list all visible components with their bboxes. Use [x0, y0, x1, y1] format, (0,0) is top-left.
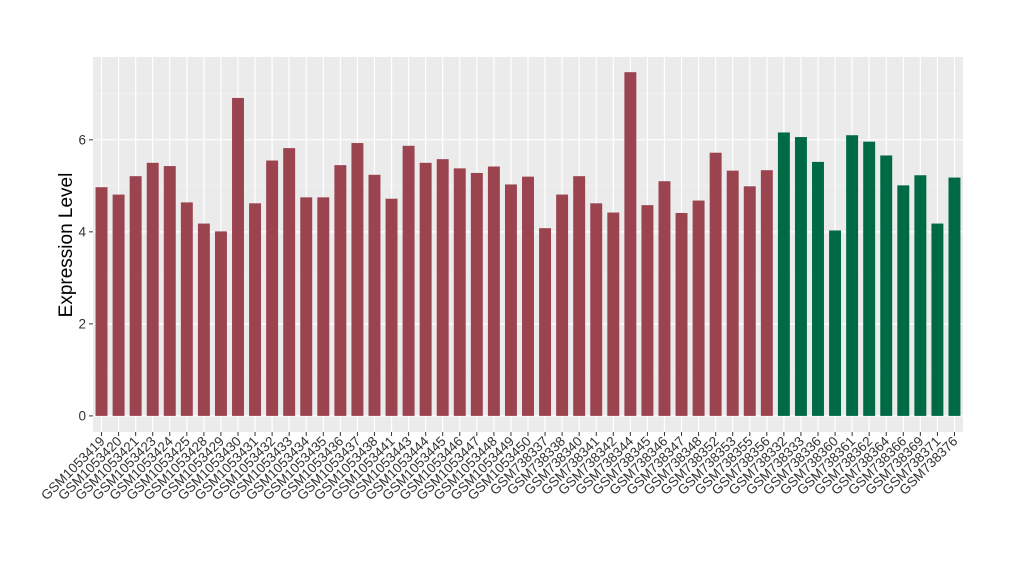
bar	[760, 170, 773, 416]
bar	[743, 186, 756, 416]
bar	[317, 197, 330, 416]
bar	[197, 223, 210, 416]
bar	[129, 176, 142, 416]
bar	[573, 176, 586, 416]
bar	[300, 197, 313, 416]
bar	[846, 135, 859, 416]
bar	[214, 231, 227, 416]
bar	[709, 152, 722, 416]
bar	[487, 166, 500, 416]
bar	[931, 223, 944, 416]
bar	[692, 200, 705, 416]
bar	[163, 166, 176, 416]
bar	[402, 145, 415, 416]
bar	[334, 165, 347, 416]
bar	[812, 161, 824, 416]
bar	[607, 212, 620, 416]
bar	[180, 202, 193, 416]
bar	[726, 170, 739, 416]
bar	[232, 97, 244, 416]
bar	[266, 160, 279, 416]
y-tick-label: 0	[78, 408, 86, 423]
bars	[95, 72, 961, 416]
bar	[385, 198, 398, 416]
bar	[829, 230, 842, 416]
bar	[641, 205, 654, 416]
x-axis: GSM1053419GSM1053420GSM1053421GSM1053423…	[38, 432, 961, 503]
bar	[112, 194, 125, 416]
bar	[777, 132, 790, 416]
bar	[368, 174, 381, 416]
bar	[863, 141, 876, 416]
y-tick-label: 4	[78, 224, 86, 239]
bar	[556, 194, 569, 416]
bar	[624, 72, 637, 416]
bar	[794, 137, 807, 416]
y-axis-title: Expression Level	[56, 173, 77, 318]
bar	[897, 185, 910, 416]
bar	[146, 162, 159, 416]
bar	[453, 168, 466, 416]
bar	[675, 212, 688, 416]
bar	[249, 203, 262, 416]
bar	[95, 187, 108, 416]
y-axis: 0 2 4 6	[78, 132, 93, 423]
bar	[470, 172, 483, 416]
bar	[948, 177, 961, 416]
bar	[351, 143, 364, 416]
bar	[590, 203, 603, 416]
y-tick-label: 2	[78, 316, 86, 331]
bar	[880, 155, 893, 416]
y-tick-label: 6	[78, 132, 86, 147]
bar	[283, 148, 296, 416]
bar	[539, 228, 552, 416]
bar	[658, 181, 671, 416]
bar	[914, 175, 927, 416]
bar	[419, 162, 432, 416]
bar	[522, 176, 534, 416]
bar	[504, 184, 517, 416]
bar	[436, 159, 449, 416]
